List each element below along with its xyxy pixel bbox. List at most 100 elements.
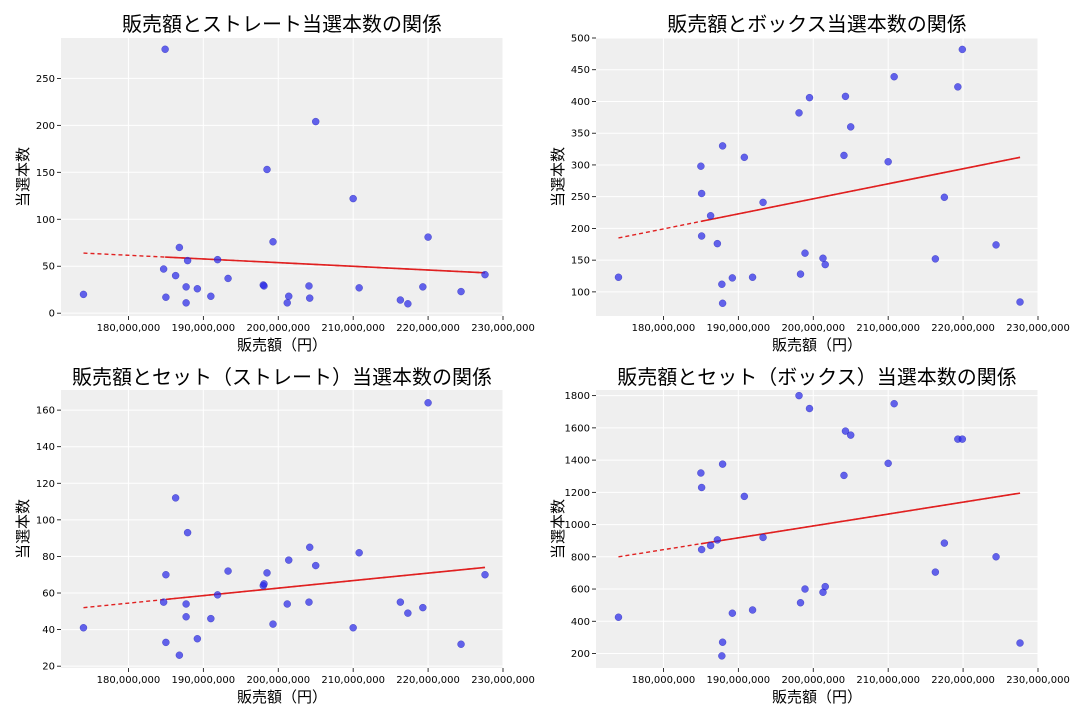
- y-ticks: 20 40 60 80 100 120 140 160: [36, 406, 61, 673]
- data-point: [614, 273, 623, 282]
- x-tick-label: 200,000,000: [781, 675, 845, 686]
- y-axis-label: 当選本数: [14, 147, 32, 207]
- data-point: [614, 613, 623, 621]
- data-point: [260, 580, 268, 588]
- data-points: [79, 45, 489, 308]
- chart-title: 販売額とボックス当選本数の関係: [667, 12, 966, 36]
- x-tick-label: 190,000,000: [172, 323, 236, 334]
- data-point: [748, 606, 757, 614]
- data-point: [171, 271, 180, 280]
- x-tick-label: 210,000,000: [321, 675, 385, 686]
- data-point: [283, 299, 291, 307]
- data-point: [355, 549, 363, 557]
- data-point: [193, 634, 202, 643]
- data-point: [740, 153, 749, 162]
- data-point: [718, 638, 727, 646]
- y-tick-label: 350: [571, 129, 590, 140]
- y-tick-label: 200: [571, 224, 590, 235]
- data-point: [795, 109, 803, 117]
- y-tick-label: 200: [571, 649, 590, 660]
- data-point: [697, 232, 706, 240]
- data-point: [1016, 298, 1024, 306]
- data-point: [162, 570, 170, 579]
- y-tick-label: 450: [571, 65, 590, 76]
- x-tick-label: 220,000,000: [396, 675, 460, 686]
- data-point: [404, 300, 412, 308]
- data-point: [311, 117, 320, 126]
- chart-set-straight: 180,000,000 190,000,000 200,000,000 210,000…: [14, 365, 535, 706]
- y-tick-label: 150: [36, 168, 55, 179]
- trend-line: [618, 492, 1021, 558]
- data-point: [419, 283, 427, 291]
- data-point: [404, 609, 412, 617]
- data-point: [821, 260, 829, 269]
- data-point: [958, 45, 967, 54]
- data-point: [697, 469, 705, 477]
- chart-straight: 180,000,000 190,000,000 200,000,000 210,000…: [14, 12, 535, 354]
- data-point: [759, 533, 767, 542]
- x-tick-label: 180,000,000: [632, 675, 696, 686]
- y-tick-label: 400: [571, 97, 590, 108]
- data-point: [718, 142, 727, 150]
- data-point: [718, 280, 726, 289]
- data-point: [706, 541, 715, 550]
- data-point: [801, 249, 809, 257]
- data-point: [79, 290, 88, 299]
- data-point: [954, 83, 962, 91]
- y-tick-label: 250: [571, 192, 590, 203]
- data-point: [175, 243, 184, 252]
- x-tick-label: 200,000,000: [246, 323, 310, 334]
- data-point: [207, 292, 215, 301]
- data-point: [182, 299, 190, 307]
- data-point: [396, 598, 405, 606]
- chart-title: 販売額とストレート当選本数の関係: [122, 12, 442, 36]
- x-axis-label: 販売額（円）: [772, 688, 862, 706]
- data-point: [481, 270, 489, 279]
- data-point: [213, 255, 222, 264]
- data-point: [728, 609, 737, 617]
- plot-area: [596, 390, 1038, 668]
- data-point: [213, 591, 222, 599]
- x-tick-label: 200,000,000: [246, 675, 310, 686]
- trend-solid: [700, 492, 1021, 545]
- y-tick-label: 100: [36, 515, 55, 526]
- data-point: [718, 652, 726, 660]
- data-point: [161, 45, 169, 54]
- gridlines: [61, 390, 504, 668]
- x-tick-label: 230,000,000: [471, 675, 535, 686]
- y-tick-label: 60: [42, 589, 55, 600]
- data-point: [718, 299, 727, 308]
- data-point: [159, 598, 168, 606]
- x-tick-label: 210,000,000: [856, 323, 920, 334]
- y-tick-label: 1800: [565, 391, 590, 402]
- data-point: [697, 483, 706, 492]
- data-point: [821, 582, 829, 591]
- x-tick-label: 180,000,000: [97, 675, 161, 686]
- data-point: [193, 285, 202, 293]
- data-point: [224, 567, 232, 575]
- y-tick-label: 200: [36, 121, 55, 132]
- data-point: [846, 123, 855, 131]
- data-point: [841, 427, 850, 435]
- data-point: [207, 614, 215, 623]
- y-tick-label: 80: [42, 552, 55, 563]
- x-tick-label: 180,000,000: [97, 323, 161, 334]
- data-point: [182, 283, 190, 291]
- data-point: [424, 233, 432, 241]
- data-points: [614, 45, 1024, 308]
- data-point: [697, 189, 706, 198]
- x-tick-label: 180,000,000: [632, 323, 696, 334]
- data-point: [183, 256, 192, 265]
- y-tick-label: 800: [571, 552, 590, 563]
- data-point: [713, 239, 722, 248]
- y-ticks: 0 50 100 150 200 250: [36, 74, 61, 320]
- data-point: [355, 284, 363, 292]
- x-tick-label: 220,000,000: [931, 323, 995, 334]
- data-points: [79, 399, 489, 659]
- chart-title: 販売額とセット（ストレート）当選本数の関係: [72, 365, 492, 389]
- plot-area: [596, 38, 1038, 316]
- chart-title: 販売額とセット（ボックス）当選本数の関係: [617, 365, 1016, 389]
- y-tick-label: 40: [42, 625, 55, 636]
- data-point: [890, 72, 898, 81]
- data-point: [740, 492, 749, 501]
